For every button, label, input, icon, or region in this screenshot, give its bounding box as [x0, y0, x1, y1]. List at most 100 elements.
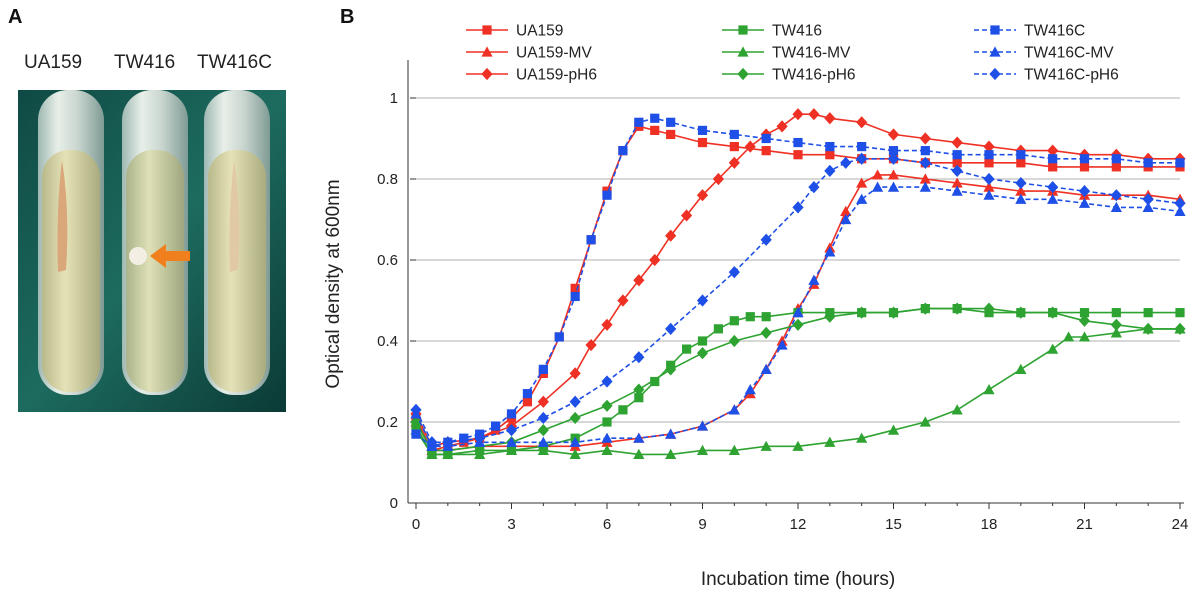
data-point-ua159: [697, 137, 708, 148]
data-point-ua159: [761, 146, 771, 156]
data-point-tw416c: [825, 142, 835, 152]
series-line-tw416c-ph6: [415, 158, 1181, 444]
data-point-ua159-ph6: [824, 112, 836, 125]
tube-tw416c: [204, 90, 270, 395]
data-point-ua159: [666, 129, 676, 140]
legend-marker-tw416c: [990, 25, 1000, 35]
data-point-tw416-ph6: [792, 318, 804, 331]
data-point-ua159-ph6: [696, 189, 709, 202]
data-point-tw416: [602, 417, 612, 427]
tube-label-tw416: TW416: [114, 52, 176, 73]
data-point-tw416: [618, 405, 628, 415]
data-point-tw416-ph6: [537, 424, 549, 437]
legend-label-tw416c: TW416C: [1024, 23, 1085, 40]
data-point-tw416-mv: [887, 424, 900, 435]
data-point-tw416: [745, 312, 755, 322]
data-point-tw416c-mv: [1078, 197, 1091, 208]
data-point-tw416c-ph6: [1047, 181, 1059, 194]
data-point-tw416c-mv: [665, 428, 677, 439]
tube-label-ua159: UA159: [24, 52, 83, 73]
data-point-ua159-mv: [1015, 185, 1027, 196]
data-point-tw416c: [984, 150, 994, 160]
data-point-ua159-ph6: [951, 136, 963, 149]
x-tick-label: 24: [1172, 516, 1189, 533]
chart-legend: UA159 UA159-MV UA159-pH6 TW416 TW416-MV TW416…: [466, 23, 1119, 84]
data-point-tw416-ph6: [824, 310, 836, 323]
legend-marker-tw416-ph6: [737, 67, 749, 81]
data-point-ua159-ph6: [601, 318, 613, 331]
series-tw416-mv: [410, 323, 1186, 459]
data-point-ua159: [952, 158, 962, 168]
data-point-tw416: [650, 376, 660, 387]
data-point-tw416: [1175, 308, 1185, 318]
data-point-ua159-ph6: [744, 140, 756, 153]
data-point-tw416c: [618, 146, 628, 156]
data-point-tw416c: [697, 125, 708, 135]
data-point-tw416-mv: [633, 448, 645, 459]
data-point-tw416c-mv: [760, 363, 772, 374]
data-point-ua159: [650, 125, 660, 135]
panel-b-label: B: [340, 6, 355, 28]
y-tick-label: 1: [390, 90, 398, 107]
data-point-tw416-mv: [760, 440, 772, 451]
data-point-ua159-ph6: [633, 274, 645, 287]
data-point-ua159-mv: [856, 177, 868, 188]
data-point-tw416c-mv: [1047, 193, 1059, 204]
data-point-tw416c-mv: [856, 193, 868, 204]
data-point-tw416-ph6: [1174, 322, 1186, 335]
data-point-tw416c: [1079, 154, 1090, 164]
data-point-ua159: [793, 150, 803, 160]
tubes-illustration: [18, 40, 286, 412]
data-point-tw416c-ph6: [983, 172, 995, 186]
data-point-tw416c-ph6: [1110, 189, 1122, 202]
data-point-ua159-ph6: [728, 156, 740, 169]
data-point-ua159-ph6: [792, 108, 804, 121]
data-point-tw416-mv: [951, 404, 963, 415]
data-point-tw416c: [602, 190, 612, 200]
data-point-tw416-mv: [1078, 331, 1091, 342]
data-point-tw416-ph6: [1110, 318, 1122, 331]
data-point-tw416c-mv: [776, 339, 788, 350]
data-point-tw416c-mv: [744, 384, 756, 395]
data-point-tw416c: [761, 133, 771, 144]
data-point-tw416-ph6: [951, 302, 963, 315]
data-point-tw416c: [586, 235, 596, 245]
data-point-tw416-ph6: [1015, 306, 1027, 319]
data-point-tw416-mv: [792, 440, 804, 451]
data-point-ua159-ph6: [665, 229, 677, 242]
data-point-ua159-mv: [951, 177, 963, 188]
legend-label-ua159-mv: UA159-MV: [516, 45, 592, 62]
y-tick-label: 0.8: [377, 171, 398, 188]
legend-label-tw416c-mv: TW416C-MV: [1024, 45, 1114, 62]
tube-ua159: [38, 90, 104, 395]
data-point-tw416c-mv: [1015, 193, 1027, 204]
data-point-tw416-mv: [474, 448, 486, 459]
legend-label-tw416c-ph6: TW416C-pH6: [1024, 67, 1119, 84]
data-point-tw416-mv: [1062, 331, 1075, 342]
data-point-tw416: [1143, 308, 1153, 318]
data-point-tw416c-mv: [824, 246, 836, 257]
data-point-tw416: [713, 324, 724, 334]
legend-marker-ua159-mv: [481, 46, 493, 57]
data-point-tw416-mv: [728, 444, 740, 455]
data-point-tw416c-ph6: [840, 156, 852, 169]
series-tw416c-ph6: [410, 152, 1186, 449]
legend-marker-tw416c-mv: [989, 46, 1001, 57]
data-point-tw416-ph6: [1142, 322, 1154, 335]
x-tick-label: 12: [790, 516, 807, 533]
data-point-tw416c-mv: [840, 213, 852, 225]
data-point-tw416c-mv: [1110, 201, 1122, 212]
data-point-tw416c-ph6: [569, 395, 581, 408]
x-tick-label: 21: [1076, 516, 1093, 533]
data-point-tw416c-ph6: [410, 403, 422, 416]
data-point-tw416-ph6: [601, 399, 613, 412]
x-tick-label: 15: [885, 516, 902, 533]
series-ua159: [411, 121, 1185, 455]
data-point-tw416-mv: [856, 432, 868, 443]
data-point-ua159-ph6: [680, 209, 693, 222]
legend-marker-ua159-ph6: [481, 67, 493, 81]
data-point-ua159-ph6: [585, 338, 597, 352]
data-point-tw416-ph6: [1047, 306, 1059, 319]
data-point-tw416-mv: [601, 444, 613, 455]
